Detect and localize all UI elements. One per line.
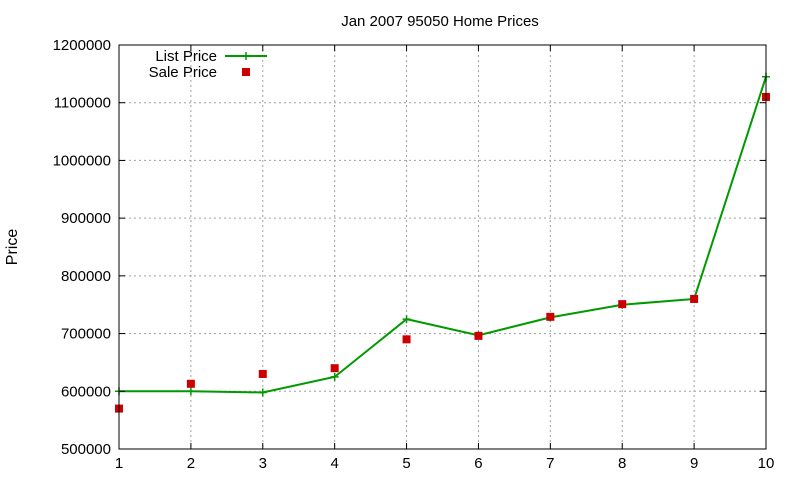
y-axis-label: Price: [4, 229, 21, 266]
list-price-line: [119, 76, 767, 394]
y-tick-label: 1100000: [54, 95, 111, 112]
sale-price-point: [258, 369, 267, 378]
y-tick-label: 900000: [61, 210, 111, 227]
x-tick-label: 2: [187, 455, 195, 472]
axis-ticks: 5000006000007000008000009000001000000110…: [53, 37, 775, 472]
x-tick-label: 3: [259, 455, 267, 472]
legend-plus-marker: [242, 52, 250, 60]
y-tick-label: 1000000: [53, 152, 111, 169]
x-tick-label: 1: [115, 455, 123, 472]
x-tick-label: 9: [690, 455, 698, 472]
x-tick-label: 7: [546, 455, 554, 472]
chart-title: Jan 2007 95050 Home Prices: [341, 13, 539, 30]
sale-price-point: [546, 312, 555, 321]
y-tick-label: 500000: [61, 441, 111, 458]
x-tick-label: 8: [618, 455, 626, 472]
sale-price-point: [618, 300, 627, 309]
legend-label: Sale Price: [149, 64, 217, 81]
x-tick-label: 6: [474, 455, 482, 472]
sale-price-point: [330, 364, 339, 373]
list-price-point: [258, 388, 267, 397]
legend-label: List Price: [155, 48, 217, 65]
x-tick-label: 4: [330, 455, 338, 472]
x-tick-label: 10: [758, 455, 775, 472]
legend-square-marker: [242, 68, 250, 76]
y-tick-label: 800000: [61, 268, 111, 285]
grid-lines: [119, 45, 766, 449]
sale-price-point: [474, 331, 483, 340]
list-price-point: [402, 315, 411, 324]
plot-frame: [118, 44, 767, 450]
sale-price-point: [690, 294, 699, 303]
list-price-point: [330, 372, 339, 381]
sale-price-point: [186, 379, 195, 388]
series-layer: [115, 72, 770, 413]
y-tick-label: 600000: [61, 383, 111, 400]
x-tick-label: 5: [402, 455, 410, 472]
y-tick-label: 700000: [61, 326, 111, 343]
list-price-point: [186, 387, 195, 396]
sale-price-point: [402, 335, 411, 344]
y-tick-label: 1200000: [53, 37, 111, 54]
